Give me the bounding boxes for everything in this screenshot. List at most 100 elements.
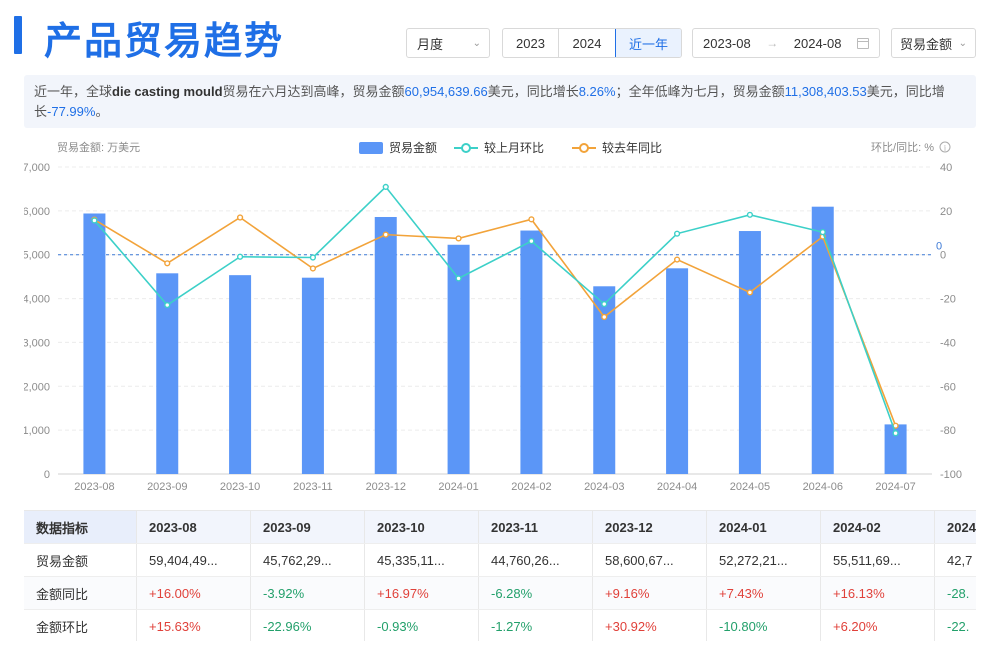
period-select-value: 月度 <box>417 36 444 52</box>
point-mom <box>528 238 535 245</box>
bar-trade-amount <box>666 268 689 474</box>
table-header-cell: 2023-11 <box>478 511 592 543</box>
y-tick-label: 2,000 <box>24 381 50 393</box>
year-tab-group: 2023 2024 近一年 <box>502 28 682 58</box>
point-yoy <box>164 260 171 267</box>
page-title: 产品贸易趋势 <box>44 19 285 63</box>
tab-2024[interactable]: 2024 <box>559 29 616 57</box>
range-end[interactable]: 2024-08 <box>793 35 842 51</box>
table-header-cell: 2023-09 <box>250 511 364 543</box>
summary-text: 美元，同比增长 <box>487 84 579 99</box>
x-tick-label: 2024-07 <box>875 481 915 493</box>
bar-trade-amount <box>156 273 179 474</box>
point-mom <box>309 254 317 261</box>
table-cell: +30.92% <box>592 610 706 641</box>
point-yoy <box>673 256 681 263</box>
zero-reference-label: 0 <box>936 241 942 253</box>
range-start[interactable]: 2023-08 <box>703 35 751 51</box>
tab-last-year[interactable]: 近一年 <box>615 29 681 57</box>
low-value: 11,308,403.53 <box>784 84 867 99</box>
x-tick-label: 2023-09 <box>147 481 187 493</box>
peak-value: 60,954,639.66 <box>404 84 488 99</box>
table-cell: 45,335,11... <box>364 544 478 576</box>
bar-trade-amount <box>884 424 907 474</box>
point-mom <box>91 217 98 224</box>
low-growth: -77.99% <box>47 104 96 119</box>
point-mom <box>673 230 681 237</box>
x-tick-label: 2023-10 <box>220 481 260 493</box>
table-row: 金额环比 +15.63% -22.96% -0.93% -1.27% +30.92% -10… <box>24 610 976 641</box>
table-cell: -1.27% <box>478 610 592 641</box>
bar-trade-amount <box>593 286 616 474</box>
bar-trade-amount <box>447 244 470 474</box>
bar-trade-amount <box>811 206 834 474</box>
table-cell: 42,7 <box>934 544 976 576</box>
data-table: 数据指标 2023-08 2023-09 2023-10 2023-11 2023-12 2… <box>24 510 976 641</box>
table-header-cell: 2024-02 <box>820 511 934 543</box>
point-yoy <box>601 313 608 321</box>
peak-growth: 8.26% <box>578 84 616 99</box>
table-cell: 44,760,26... <box>478 544 592 576</box>
table-cell: 52,272,21... <box>706 544 820 576</box>
point-mom <box>455 275 462 282</box>
y2-tick-label: 40 <box>940 162 952 174</box>
point-mom <box>819 229 826 236</box>
y-tick-label: 0 <box>44 469 50 481</box>
metric-select-value: 贸易金额 <box>900 36 953 52</box>
metric-select[interactable]: 贸易金额 ⌄ <box>891 28 976 58</box>
point-yoy <box>746 289 754 296</box>
calendar-icon[interactable] <box>856 37 869 49</box>
point-mom <box>236 253 244 260</box>
point-mom <box>892 430 899 437</box>
summary-text: 美元，同比增长 <box>34 84 945 119</box>
bar-trade-amount <box>374 216 397 475</box>
y2-tick-label: -100 <box>940 469 962 481</box>
y2-axis-title: 环比/同比: % <box>871 141 934 154</box>
summary-text: 贸易在六月达到高峰，贸易金额 <box>222 84 405 99</box>
x-tick-label: 2024-02 <box>511 481 551 493</box>
tab-2023[interactable]: 2023 <box>503 29 559 57</box>
x-tick-label: 2024-03 <box>584 481 624 493</box>
table-cell: -10.80% <box>706 610 820 641</box>
x-tick-label: 2024-05 <box>730 481 770 493</box>
y-tick-label: 4,000 <box>24 294 50 306</box>
trend-summary: 近一年，全球die casting mould贸易在六月达到高峰，贸易金额60,… <box>24 75 976 128</box>
table-header-cell: 2023-08 <box>136 511 250 543</box>
table-cell: -22. <box>934 610 976 641</box>
x-tick-label: 2023-12 <box>366 481 406 493</box>
table-header-cell: 2024-01 <box>706 511 820 543</box>
date-range-picker[interactable]: 2023-08 → 2024-08 <box>692 28 880 58</box>
y2-tick-label: 0 <box>940 250 946 262</box>
product-name: die casting mould <box>112 84 223 99</box>
info-icon-glyph: i <box>944 144 947 153</box>
point-mom <box>382 183 389 191</box>
x-tick-label: 2024-06 <box>803 481 843 493</box>
table-cell: -3.92% <box>250 577 364 609</box>
range-arrow: → <box>766 36 779 50</box>
table-cell: -6.28% <box>478 577 592 609</box>
period-select[interactable]: 月度 ⌄ <box>406 28 490 58</box>
info-icon <box>939 141 951 153</box>
point-mom <box>601 300 608 308</box>
table-row: 金额同比 +16.00% -3.92% +16.97% -6.28% +9.16% +7.4… <box>24 577 976 610</box>
y-tick-label: 1,000 <box>24 425 50 437</box>
bar-trade-amount <box>83 213 106 474</box>
table-cell: -22.96% <box>250 610 364 641</box>
table-cell: +9.16% <box>592 577 706 609</box>
point-mom <box>746 211 754 218</box>
y-tick-label: 7,000 <box>24 162 50 174</box>
y-tick-label: 5,000 <box>24 250 50 262</box>
point-yoy <box>528 216 535 223</box>
y-axis-title: 贸易金额: 万美元 <box>57 140 140 154</box>
legend-label-mom: 较上月环比 <box>484 140 544 155</box>
table-cell: -0.93% <box>364 610 478 641</box>
point-yoy <box>382 231 389 238</box>
table-cell: +15.63% <box>136 610 250 641</box>
legend-label-yoy: 较去年同比 <box>602 140 662 155</box>
table-row-label: 贸易金额 <box>36 553 89 569</box>
table-cell: 59,404,49... <box>136 544 250 576</box>
y-tick-label: 3,000 <box>24 337 50 349</box>
table-row-label: 金额环比 <box>36 619 89 635</box>
y2-tick-label: -60 <box>940 381 956 393</box>
table-cell: 45,762,29... <box>250 544 364 576</box>
